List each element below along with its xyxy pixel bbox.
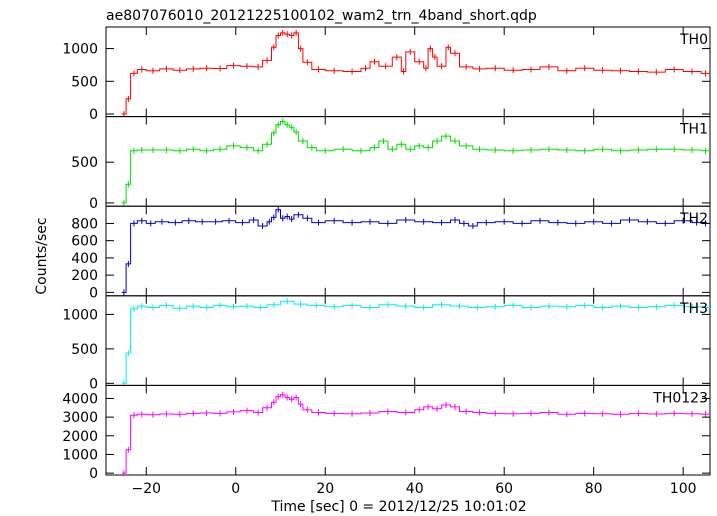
y-tick-label: 800: [71, 216, 98, 232]
y-tick-label: 1000: [62, 42, 98, 58]
y-tick-label: 500: [71, 74, 98, 90]
panel-label-th0: TH0: [679, 32, 708, 48]
y-tick-label: 1000: [62, 307, 98, 323]
y-tick-label: 1000: [62, 447, 98, 463]
x-tick-label: 60: [495, 481, 513, 497]
y-tick-label: 600: [71, 234, 98, 250]
y-tick-label: 4000: [62, 391, 98, 407]
panel-label-th0123: TH0123: [652, 390, 708, 406]
x-axis-ticks: −20 0 20 40 60 80 100: [131, 481, 696, 497]
y-tick-label: 500: [71, 155, 98, 171]
panel-th1: 0 500 TH1: [71, 116, 711, 212]
panel-frame: [105, 295, 711, 386]
y-axis-label: Counts/sec: [34, 217, 50, 294]
y-tick-label: 0: [89, 196, 98, 212]
panel-frame: [105, 116, 711, 207]
panel-label-th1: TH1: [679, 122, 708, 138]
series-line-th1: [121, 121, 710, 204]
y-tick-label: 0: [89, 376, 98, 392]
x-tick-label: 80: [585, 481, 603, 497]
panel-th0: 0 500 1000 TH0: [62, 26, 711, 123]
panel-label-th2: TH2: [679, 211, 708, 227]
y-tick-label: 3000: [62, 410, 98, 426]
x-tick-label: 0: [231, 481, 240, 497]
y-tick-label: 500: [71, 342, 98, 358]
y-tick-label: 0: [89, 107, 98, 123]
panel-frame: [105, 26, 711, 118]
y-tick-label: 2000: [62, 429, 98, 445]
x-tick-label: 20: [316, 481, 334, 497]
y-tick-label: 0: [89, 285, 98, 301]
x-tick-label: 100: [670, 481, 697, 497]
y-tick-label: 0: [89, 466, 98, 482]
panel-label-th3: TH3: [679, 301, 708, 317]
series-line-th3: [121, 300, 710, 384]
panel-th3: 0 500 1000 TH3: [62, 295, 711, 392]
x-tick-label: 40: [406, 481, 424, 497]
series-line-th0123: [121, 394, 710, 474]
panel-frame: [105, 384, 711, 476]
series-line-th0: [121, 32, 710, 115]
x-axis-label: Time [sec] 0 = 2012/12/25 10:01:02: [270, 499, 526, 515]
series-line-th2: [121, 209, 710, 293]
y-tick-label: 400: [71, 251, 98, 267]
y-tick-label: 200: [71, 268, 98, 284]
x-tick-label: −20: [131, 481, 161, 497]
chart-title: ae807076010_20121225100102_wam2_trn_4ban…: [106, 8, 537, 24]
panel-th0123: 0 1000 2000 3000 4000 TH0123: [62, 384, 711, 482]
